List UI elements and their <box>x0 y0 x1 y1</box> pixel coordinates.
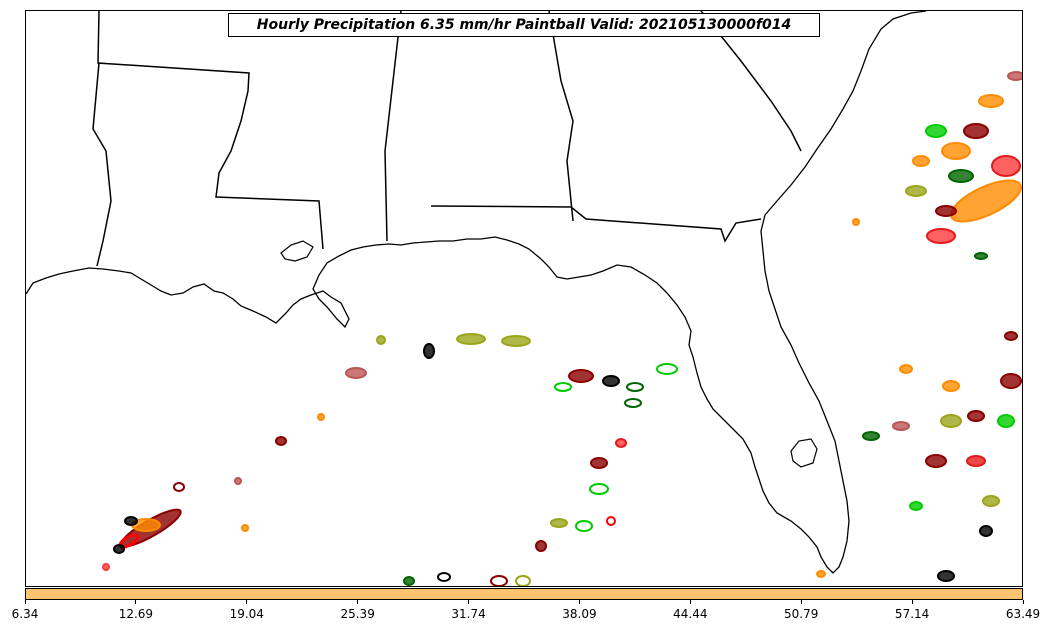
colorbar-tick-label: 19.04 <box>229 607 264 621</box>
colorbar-tick-mark <box>911 600 913 604</box>
lake-okeechobee <box>790 438 818 468</box>
colorbar-tick-label: 31.74 <box>451 607 486 621</box>
colorbar-tick-mark <box>689 600 691 604</box>
colorbar-tick-label: 38.09 <box>562 607 597 621</box>
colorbar-tick-mark <box>357 600 359 604</box>
map-panel <box>25 10 1023 587</box>
colorbar-tick-mark <box>24 600 26 604</box>
colorbar-tick-mark <box>578 600 580 604</box>
colorbar-tick-mark <box>135 600 137 604</box>
colorbar-tick-mark <box>800 600 802 604</box>
state-borders <box>92 11 802 267</box>
colorbar-tick-label: 44.44 <box>673 607 708 621</box>
colorbar-tick-mark <box>246 600 248 604</box>
colorbar-tick-label: 50.79 <box>784 607 819 621</box>
precipitation-paintballs <box>102 71 1022 586</box>
map-title: Hourly Precipitation 6.35 mm/hr Paintbal… <box>228 13 820 37</box>
colorbar-tick-label: 57.14 <box>894 607 930 621</box>
colorbar-tick-label: 25.39 <box>340 607 375 621</box>
colorbar-tick-label: 12.69 <box>118 607 154 621</box>
colorbar-tick-label: 6.34 <box>11 607 39 621</box>
colorbar-tick-label: 63.49 <box>1005 607 1041 621</box>
map-canvas <box>26 11 1022 586</box>
lake-shape <box>280 240 314 262</box>
colorbar-tick-mark <box>468 600 470 604</box>
gulf-coastline <box>26 11 927 574</box>
colorbar-tick-mark <box>1022 600 1024 604</box>
colorbar <box>25 588 1023 600</box>
